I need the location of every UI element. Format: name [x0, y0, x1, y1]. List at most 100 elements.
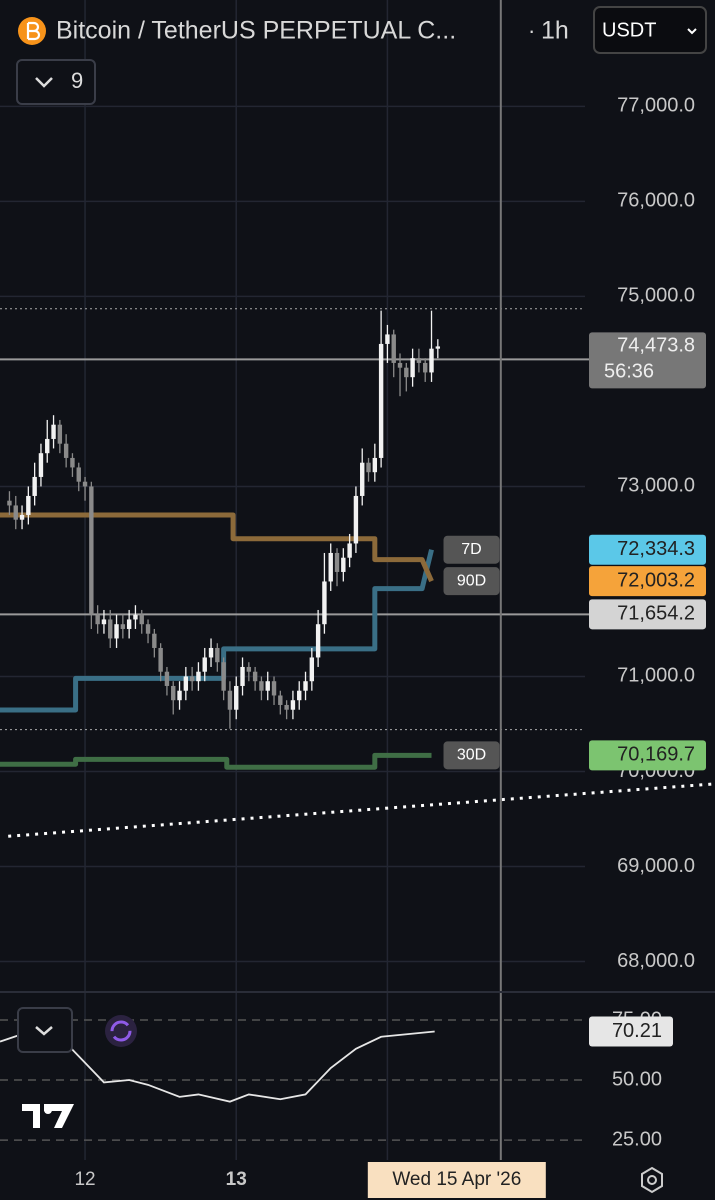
logo — [22, 1104, 74, 1128]
toggle-chevron — [35, 77, 53, 88]
currency-label: USDT — [602, 19, 656, 41]
candle-body — [19, 514, 25, 520]
trendline — [8, 782, 715, 838]
grid — [0, 0, 585, 1160]
candle-body — [284, 704, 289, 710]
indicator-count: 9 — [71, 68, 83, 93]
candle-body — [38, 453, 44, 477]
refresh-icon — [110, 1020, 132, 1042]
series-tag-box — [443, 535, 500, 564]
candle-body — [271, 681, 277, 696]
ma-line — [0, 752, 432, 770]
candle-body — [158, 647, 163, 672]
candle-body — [164, 671, 170, 686]
candle-body — [372, 457, 378, 473]
current-price-label: 74,473.8 — [617, 335, 695, 357]
labels: 68,000.069,000.070,000.071,000.073,000.0… — [74, 95, 706, 1198]
candle-body — [114, 624, 119, 639]
series-tag: 7D — [461, 541, 481, 558]
y-tick-label: 68,000.0 — [617, 950, 695, 972]
indicator-toggle[interactable] — [16, 59, 96, 105]
series-price-label: 72,334.3 — [617, 538, 695, 560]
refresh-button[interactable] — [105, 1015, 137, 1047]
ma-line — [0, 549, 434, 713]
series-tag: 30D — [457, 747, 486, 764]
candle-body — [221, 662, 226, 691]
y-tick-label: 69,000.0 — [617, 855, 695, 877]
plot — [0, 0, 715, 1160]
candle-body — [378, 343, 384, 458]
candle-body — [45, 438, 50, 454]
interval[interactable]: 1h — [541, 17, 569, 45]
series-price-label: 70,169.7 — [617, 744, 695, 766]
series-price-box — [589, 534, 706, 565]
candle-body — [397, 362, 403, 368]
candle-body — [416, 358, 422, 363]
candle-body — [126, 619, 132, 629]
settings-center — [647, 1175, 657, 1185]
series-price-label: 72,003.2 — [617, 569, 695, 591]
candle-body — [196, 671, 201, 682]
y-tick-label: 73,000.0 — [617, 475, 695, 497]
candle-body — [410, 358, 415, 378]
currency-select[interactable] — [593, 6, 707, 54]
candle-body — [328, 552, 333, 582]
coin-glyph — [26, 21, 41, 41]
candle-body — [303, 681, 308, 691]
x-tick-label: 13 — [226, 1169, 247, 1190]
x-tick-label: 12 — [74, 1169, 95, 1190]
candle-body — [57, 424, 63, 444]
candle-body — [145, 624, 151, 634]
candle-body — [7, 500, 12, 506]
candle-body — [152, 633, 157, 648]
candle-body — [89, 486, 94, 615]
candle-body — [423, 362, 428, 373]
candle-body — [297, 690, 302, 701]
crosshair-label-box — [367, 1162, 546, 1198]
candle-body — [246, 666, 252, 672]
candle-body — [404, 367, 409, 378]
candle-body — [101, 619, 107, 625]
candle-body — [70, 457, 75, 468]
countdown: 56:36 — [604, 361, 654, 383]
series-tag: 90D — [457, 572, 486, 589]
candle-body — [171, 685, 176, 701]
candle-body — [63, 443, 69, 458]
y-tick-label: 76,000.0 — [617, 190, 695, 212]
candle-body — [334, 552, 340, 572]
series-tag-box — [443, 741, 500, 770]
candle-body — [366, 462, 371, 473]
candle-body — [290, 700, 296, 710]
ma-line — [0, 512, 434, 583]
candle-body — [353, 495, 359, 544]
settings-icon[interactable] — [641, 1166, 663, 1194]
candle-body — [240, 666, 245, 686]
candle-body — [202, 657, 207, 672]
candle-body — [120, 624, 126, 629]
candle-body — [278, 695, 283, 705]
candle-body — [177, 690, 182, 701]
candle-body — [108, 619, 113, 639]
candle-body — [259, 681, 264, 691]
indicator-value-label: 70.21 — [612, 1020, 662, 1042]
candle-body — [189, 676, 195, 682]
currency-chevron — [687, 28, 697, 35]
candle-body — [347, 543, 352, 558]
candle-body — [252, 671, 258, 682]
current-price-box — [589, 332, 706, 389]
candle-body — [13, 505, 18, 520]
pane-toggle[interactable] — [17, 1007, 73, 1053]
price-label: 71,654.2 — [617, 603, 695, 625]
series-price-box — [589, 566, 706, 597]
candle-body — [183, 676, 189, 691]
candle-body — [429, 348, 434, 373]
candle-body — [208, 647, 214, 658]
candle-body — [95, 614, 100, 625]
pane-chevron — [35, 1026, 53, 1036]
indicator-tick-label: 25.00 — [612, 1128, 662, 1150]
candle-body — [76, 467, 81, 482]
y-tick-label: 71,000.0 — [617, 665, 695, 687]
candle-body — [322, 581, 327, 625]
symbol-title[interactable]: Bitcoin / TetherUS PERPETUAL C... — [56, 17, 456, 45]
